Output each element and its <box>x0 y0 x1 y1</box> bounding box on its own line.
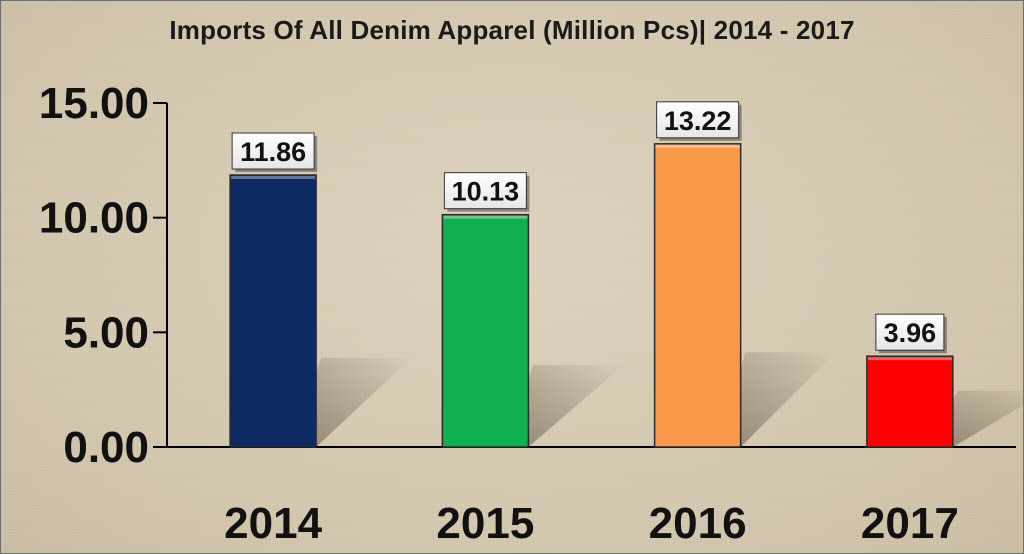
bar-shadow <box>503 365 624 447</box>
bar-2015 <box>441 213 530 448</box>
bar-highlight <box>655 144 740 148</box>
y-tick-label: 5.00 <box>63 308 149 357</box>
bar-2017 <box>866 355 954 448</box>
y-tick-label: 10.00 <box>39 194 149 243</box>
data-label: 11.86 <box>240 137 306 167</box>
x-tick-label: 2015 <box>436 499 534 548</box>
data-label: 10.13 <box>452 177 520 207</box>
bar-shadow <box>291 358 412 447</box>
data-label: 3.96 <box>884 318 937 348</box>
tick-labels: 0.00 5.00 10.00 15.00 2014 2015 2016 2017 <box>39 79 959 548</box>
data-label-box <box>231 132 315 170</box>
data-label: 13.22 <box>664 106 732 136</box>
x-tick-label: 2014 <box>224 499 322 548</box>
bar-shadow <box>715 352 836 447</box>
bar-highlight <box>443 215 528 219</box>
bar-highlight <box>231 176 316 180</box>
y-tick-label: 15.00 <box>39 79 149 128</box>
y-tick-label: 0.00 <box>63 423 149 472</box>
x-tick-label: 2016 <box>649 499 747 548</box>
data-label-box <box>875 313 945 351</box>
bar-2014 <box>229 174 317 448</box>
bar-shadows <box>291 352 1023 447</box>
data-labels: 11.86 10.13 13.22 3.96 <box>231 101 947 354</box>
x-tick-label: 2017 <box>861 499 959 548</box>
bar-highlight <box>867 357 952 361</box>
data-label-box <box>443 172 527 210</box>
data-label-box <box>656 101 740 139</box>
bar-2016 <box>653 143 742 448</box>
chart-title: Imports Of All Denim Apparel (Million Pc… <box>169 15 855 45</box>
bars <box>229 143 954 448</box>
